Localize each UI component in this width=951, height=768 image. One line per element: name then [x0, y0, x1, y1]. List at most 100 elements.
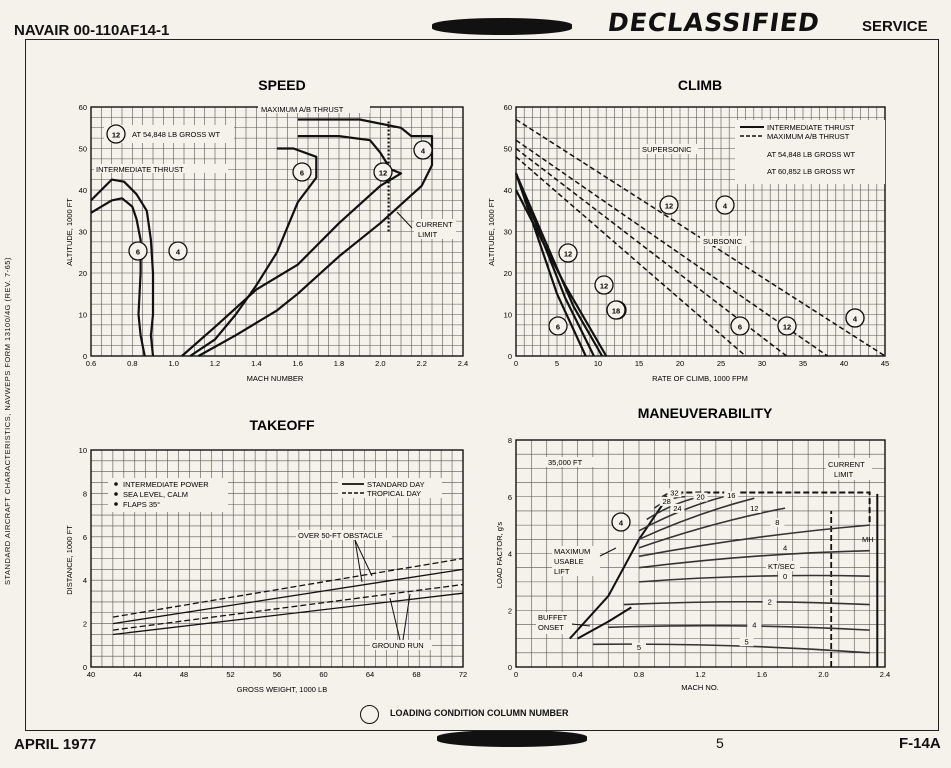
loading-condition-number: 12 [600, 282, 608, 291]
contour-label-bg [667, 488, 682, 498]
speed-chart: 0.6 0.8 1.0 1.2 1.4 1.6 1.8 2.0 2.2 2.4 0 10 20 30 40 5… [79, 103, 469, 368]
x-tick-label: 0.4 [572, 670, 582, 679]
series-line [112, 583, 464, 631]
contour-line [638, 507, 786, 549]
loading-condition-number: 4 [176, 248, 181, 257]
contour-line [638, 497, 755, 541]
loading-condition-number: 12 [564, 250, 572, 259]
series-line [514, 172, 595, 357]
y-tick-label: 10 [79, 311, 87, 320]
y-tick-label: 2 [508, 606, 512, 615]
maneuver-annotation: ONSET [538, 623, 564, 632]
contour-label-bg [747, 503, 762, 513]
climb-legend-item: AT 60,852 LB GROSS WT [767, 167, 856, 176]
loading-condition-number: 4 [421, 147, 426, 156]
x-tick-label: 2.4 [880, 670, 890, 679]
y-tick-label: 60 [79, 103, 87, 112]
contour-label-bg [747, 620, 762, 630]
y-tick-label: 50 [504, 145, 512, 154]
redaction-mark-bottom [437, 730, 587, 747]
contour-label: 0 [783, 572, 787, 581]
loading-condition-circle [659, 195, 679, 215]
takeoff-legend-item: TROPICAL DAY [367, 489, 421, 498]
x-tick-label: 35 [799, 359, 807, 368]
y-tick-label: 6 [83, 533, 87, 542]
loading-condition-circle [413, 140, 433, 160]
loading-condition-circle [594, 275, 614, 295]
loading-condition-circle-icon [360, 705, 379, 724]
y-tick-label: 2 [83, 620, 87, 629]
loading-condition-number: 12 [379, 169, 387, 178]
loading-condition-circle [106, 124, 126, 144]
series-line [90, 178, 155, 357]
section-label: SERVICE [862, 18, 928, 35]
maneuver-annotation: LIFT [554, 567, 570, 576]
envelope-limit [661, 491, 871, 526]
contour-label: 20 [696, 493, 704, 502]
loading-condition-number: 12 [665, 202, 673, 211]
plot-border [515, 106, 886, 357]
y-tick-label: 8 [83, 489, 87, 498]
speed-annotation: AT 54,848 LB GROSS WT [132, 130, 221, 139]
loading-condition-circle [168, 241, 188, 261]
x-tick-label: 5 [555, 359, 559, 368]
maneuver-annotation: CURRENT [828, 460, 865, 469]
y-tick-label: 10 [504, 311, 512, 320]
climb-xlabel: RATE OF CLIMB, 1000 FPM [652, 374, 748, 383]
x-tick-label: 44 [133, 670, 141, 679]
loading-condition-number: 4 [723, 202, 728, 211]
maneuver-annotation: USABLE [554, 557, 584, 566]
x-tick-label: 68 [412, 670, 420, 679]
contour-line [592, 643, 870, 654]
series-line [515, 189, 608, 357]
series-line [577, 606, 632, 640]
contour-label-bg [778, 572, 793, 582]
contour-label-bg [770, 518, 785, 528]
takeoff-annotation: GROUND RUN [372, 641, 424, 650]
contour-label-bg [632, 642, 646, 652]
contour-line [638, 549, 870, 569]
legend-note: LOADING CONDITION COLUMN NUMBER [390, 708, 569, 718]
x-tick-label: 2.0 [818, 670, 828, 679]
y-tick-label: 20 [504, 269, 512, 278]
loading-condition-circle [730, 316, 750, 336]
speed-title: SPEED [258, 77, 305, 93]
x-tick-label: 0.8 [127, 359, 137, 368]
y-tick-label: 8 [508, 436, 512, 445]
x-tick-label: 10 [594, 359, 602, 368]
loading-condition-circle [548, 316, 568, 336]
x-tick-label: 2.4 [458, 359, 468, 368]
climb-legend-item: INTERMEDIATE THRUST [767, 123, 855, 132]
speed-annotations: MAXIMUM A/B THRUST AT 54,848 LB GROSS WT… [94, 104, 456, 239]
series-line [112, 557, 464, 618]
x-tick-label: 0.6 [86, 359, 96, 368]
contour-line [638, 574, 870, 583]
contour-label: 5 [745, 637, 749, 646]
takeoff-legend: INTERMEDIATE POWER SEA LEVEL, CALM FLAPS… [108, 478, 442, 650]
x-tick-label: 0 [514, 670, 518, 679]
issue-date: APRIL 1977 [14, 736, 97, 753]
loading-condition-number: 12 [783, 323, 791, 332]
contour-label-bg [670, 503, 685, 513]
page-number: 5 [716, 735, 724, 751]
y-tick-label: 30 [79, 228, 87, 237]
y-tick-label: 20 [79, 269, 87, 278]
takeoff-legend-item: STANDARD DAY [367, 480, 425, 489]
loading-condition-number: 6 [136, 248, 140, 257]
x-tick-label: 2.0 [375, 359, 385, 368]
climb-title: CLIMB [678, 77, 722, 93]
y-tick-label: 4 [83, 576, 87, 585]
x-tick-label: 40 [87, 670, 95, 679]
loading-condition-number: 18 [612, 307, 620, 316]
contour-label-bg [762, 597, 777, 607]
speed-annotation: CURRENT [416, 220, 453, 229]
loading-condition-circle [715, 195, 735, 215]
loading-condition-circle [606, 300, 626, 320]
series-line [515, 139, 829, 357]
x-tick-label: 1.2 [695, 670, 705, 679]
maneuver-annotation: BUFFET [538, 613, 568, 622]
x-tick-label: 1.6 [757, 670, 767, 679]
x-tick-label: 15 [635, 359, 643, 368]
speed-annotation: LIMIT [418, 230, 438, 239]
